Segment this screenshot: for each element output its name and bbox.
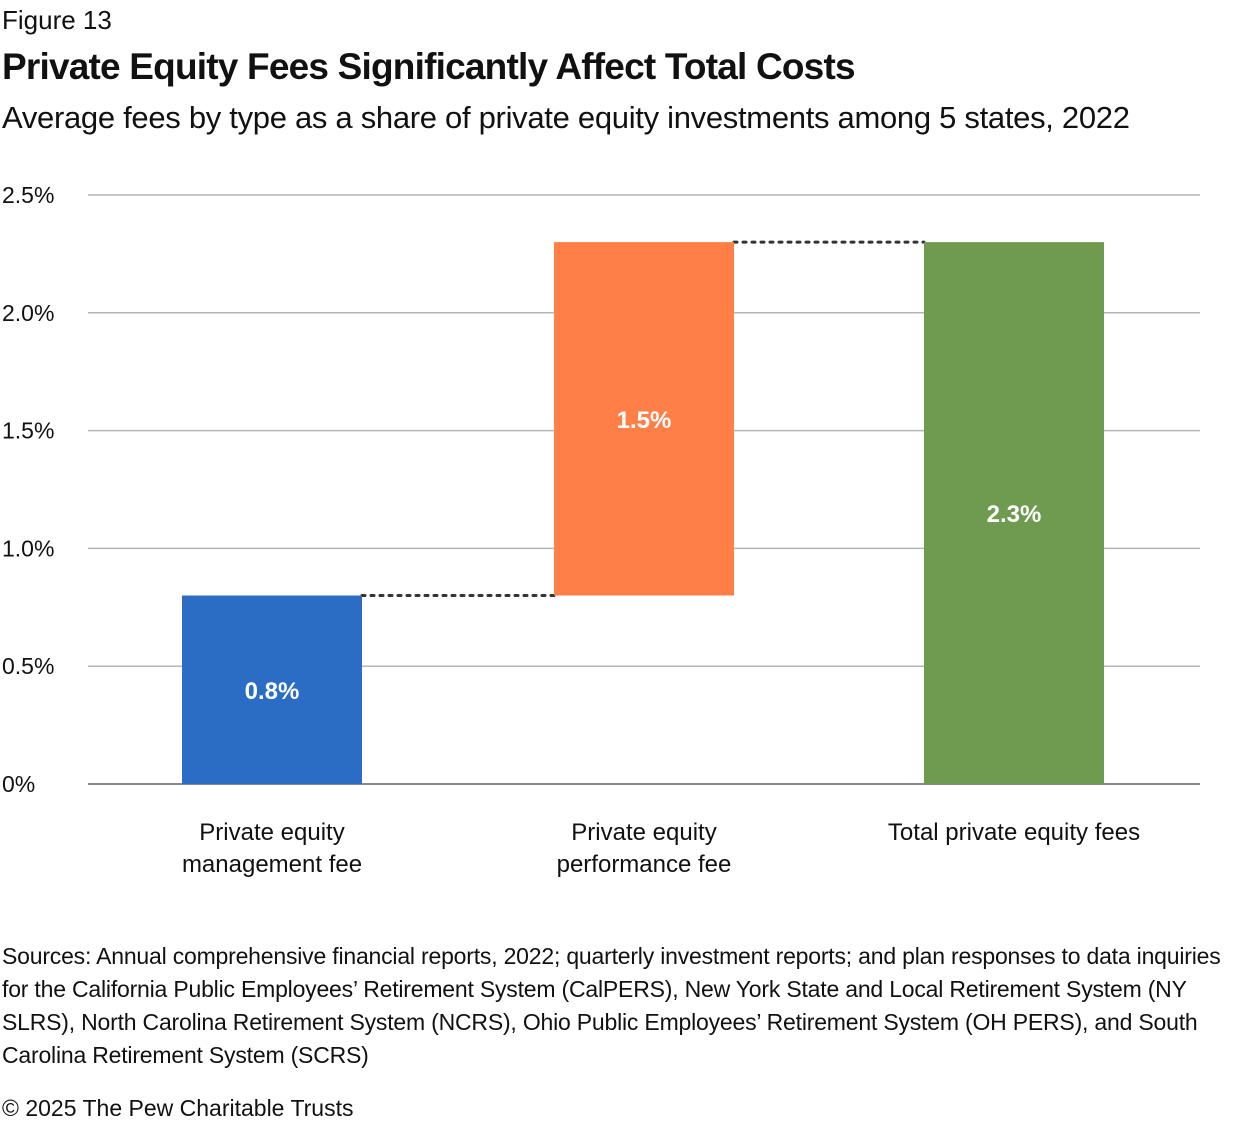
sources-note: Sources: Annual comprehensive financial … (2, 943, 1221, 1068)
y-tick-label: 2.0% (2, 300, 54, 326)
bars (182, 242, 1104, 784)
bar (182, 595, 362, 784)
x-category-label: performance fee (557, 851, 732, 878)
bar (554, 242, 734, 596)
chart-title: Private Equity Fees Significantly Affect… (2, 46, 856, 87)
figure-label: Figure 13 (2, 5, 112, 35)
x-axis-labels: Private equity management fee Private equi… (182, 819, 1140, 878)
y-tick-label: 1.5% (2, 418, 54, 444)
y-tick-label: 1.0% (2, 535, 54, 561)
y-axis-ticks: 0% 0.5% 1.0% 1.5% 2.0% 2.5% (2, 182, 54, 797)
bar-value-labels: 0.8% 1.5% 2.3% (245, 407, 1042, 705)
y-tick-label: 2.5% (2, 182, 54, 208)
x-category-label: Total private equity fees (888, 819, 1140, 846)
bar-value-label: 2.3% (987, 501, 1042, 528)
x-category-label: Private equity (199, 819, 344, 846)
waterfall-chart: 0% 0.5% 1.0% 1.5% 2.0% 2.5% 0.8% 1.5% 2.3% Priv… (2, 182, 1200, 878)
x-category-label: management fee (182, 851, 362, 878)
x-category-label: Private equity (571, 819, 716, 846)
y-tick-label: 0% (2, 771, 35, 797)
bar-value-label: 1.5% (617, 407, 672, 434)
bar-value-label: 0.8% (245, 678, 300, 705)
copyright: © 2025 The Pew Charitable Trusts (2, 1095, 354, 1121)
y-tick-label: 0.5% (2, 653, 54, 679)
chart-subtitle: Average fees by type as a share of priva… (2, 100, 1130, 135)
bar (924, 242, 1104, 784)
